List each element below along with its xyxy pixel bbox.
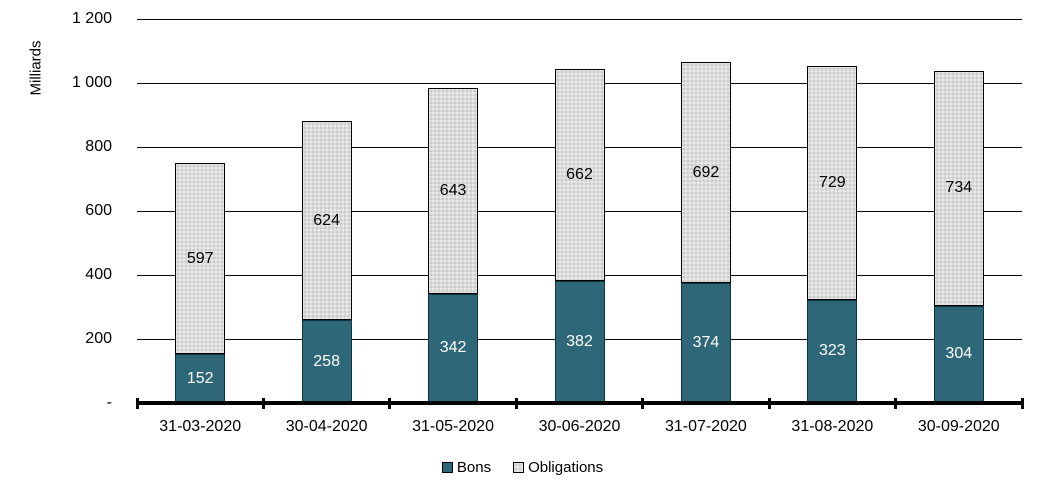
bar-segment-bons: 304 bbox=[933, 305, 984, 403]
bar-segment-obligations: 729 bbox=[807, 66, 858, 300]
bar-value-label: 304 bbox=[945, 345, 973, 363]
bar-value-label: 152 bbox=[186, 369, 214, 387]
x-axis-line bbox=[136, 401, 1023, 405]
x-tick-label: 31-07-2020 bbox=[664, 418, 747, 435]
bar-value-label: 643 bbox=[439, 181, 467, 199]
y-tick-label: 600 bbox=[85, 202, 112, 219]
bar-segment-bons: 342 bbox=[428, 293, 479, 403]
x-tick-label: 31-08-2020 bbox=[791, 418, 874, 435]
bar-value-label: 374 bbox=[692, 334, 720, 352]
gridline bbox=[137, 18, 1022, 20]
x-tick-label: 30-06-2020 bbox=[538, 418, 621, 435]
bar-value-label: 692 bbox=[692, 163, 720, 181]
x-axis-tick bbox=[261, 398, 265, 409]
x-axis-tick bbox=[388, 398, 392, 409]
bar-value-label: 258 bbox=[313, 352, 340, 370]
bar-segment-obligations: 692 bbox=[680, 61, 731, 284]
y-tick-label: - bbox=[106, 394, 112, 411]
legend-label: Obligations bbox=[528, 459, 604, 476]
y-tick-label: 200 bbox=[85, 330, 112, 347]
x-tick-label: 31-05-2020 bbox=[412, 418, 494, 435]
bar-value-label: 734 bbox=[945, 179, 973, 197]
bar-segment-bons: 323 bbox=[807, 299, 858, 403]
bar-segment-obligations: 734 bbox=[933, 70, 984, 306]
bar-segment-obligations: 624 bbox=[301, 120, 352, 321]
x-axis-tick bbox=[894, 398, 898, 409]
bar-segment-obligations: 597 bbox=[175, 163, 226, 355]
bar-segment-bons: 152 bbox=[175, 354, 226, 403]
chart-legend: Bons Obligations bbox=[0, 459, 1045, 476]
x-axis-tick bbox=[514, 398, 518, 409]
x-axis-tick bbox=[767, 398, 771, 409]
bar-value-label: 382 bbox=[566, 332, 593, 350]
bar-value-label: 624 bbox=[313, 211, 340, 229]
x-axis-tick bbox=[1020, 398, 1024, 409]
y-tick-label: 1 000 bbox=[71, 74, 112, 91]
legend-swatch-obligations bbox=[513, 462, 525, 473]
bar-segment-bons: 382 bbox=[554, 280, 605, 403]
bar-segment-obligations: 662 bbox=[554, 68, 605, 281]
legend-swatch-bons bbox=[441, 462, 453, 473]
bar-value-label: 323 bbox=[818, 342, 846, 360]
y-tick-label: 1 200 bbox=[71, 10, 112, 27]
bar-segment-obligations: 643 bbox=[428, 87, 479, 294]
bar-segment-bons: 258 bbox=[301, 320, 352, 403]
x-tick-label: 30-09-2020 bbox=[917, 418, 1000, 435]
x-axis-tick bbox=[135, 398, 139, 409]
x-axis-tick bbox=[641, 398, 645, 409]
legend-item-obligations: Obligations bbox=[513, 459, 603, 476]
bar-value-label: 662 bbox=[566, 165, 593, 183]
y-tick-label: 800 bbox=[85, 138, 112, 155]
x-tick-label: 30-04-2020 bbox=[285, 418, 368, 435]
bar-segment-bons: 374 bbox=[680, 283, 731, 403]
x-tick-label: 31-03-2020 bbox=[159, 418, 242, 435]
bar-value-label: 342 bbox=[439, 339, 467, 357]
bar-value-label: 729 bbox=[818, 173, 846, 191]
legend-label: Bons bbox=[456, 459, 492, 476]
legend-item-bons: Bons bbox=[441, 459, 492, 476]
bar-value-label: 597 bbox=[186, 249, 214, 267]
y-tick-label: 400 bbox=[85, 266, 112, 283]
